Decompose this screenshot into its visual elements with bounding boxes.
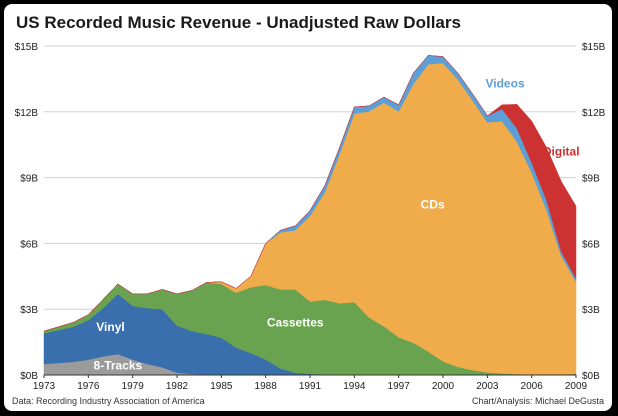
x-tick-label: 2000	[432, 381, 455, 392]
y-tick-label-left: $0B	[20, 371, 38, 382]
x-tick-label: 2009	[565, 381, 588, 392]
x-tick-label: 1973	[33, 381, 56, 392]
y-tick-label-right: $12B	[582, 108, 606, 119]
y-tick-label-left: $9B	[20, 174, 38, 185]
credit-note: Chart/Analysis: Michael DeGusta	[471, 396, 604, 406]
y-tick-label-right: $15B	[582, 42, 606, 53]
y-tick-label-left: $12B	[15, 108, 39, 119]
x-tick-label: 1982	[166, 381, 189, 392]
chart-title: US Recorded Music Revenue - Unadjusted R…	[16, 13, 461, 32]
x-tick-label: 1991	[299, 381, 322, 392]
x-tick-label: 1997	[388, 381, 411, 392]
x-tick-label: 2003	[476, 381, 499, 392]
x-tick-label: 1979	[122, 381, 145, 392]
y-tick-label-left: $3B	[20, 305, 38, 316]
series-label-digital: Digital	[543, 145, 580, 159]
series-label-vinyl: Vinyl	[96, 320, 124, 334]
chart-frame: US Recorded Music Revenue - Unadjusted R…	[4, 4, 612, 411]
y-tick-label-right: $9B	[582, 174, 600, 185]
y-tick-label-right: $3B	[582, 305, 600, 316]
y-tick-label-left: $6B	[20, 239, 38, 250]
x-tick-label: 2006	[521, 381, 544, 392]
series-label-cds: CDs	[421, 197, 445, 211]
x-tick-label: 1985	[210, 381, 233, 392]
x-tick-label: 1994	[343, 381, 366, 392]
series-label-videos: Videos	[485, 77, 524, 91]
series-label-eight-tracks: 8-Tracks	[94, 359, 143, 373]
y-tick-label-right: $6B	[582, 239, 600, 250]
area-digital	[43, 55, 577, 332]
x-tick-label: 1976	[77, 381, 100, 392]
source-note: Data: Recording Industry Association of …	[12, 396, 205, 406]
y-tick-label-left: $15B	[15, 42, 39, 53]
series-label-cassettes: Cassettes	[267, 316, 324, 330]
y-tick-label-right: $0B	[582, 371, 600, 382]
chart-svg: $0B $0B $3B $3B $6B $6B $9B $9B $12B $12B $15B $15B…	[15, 42, 606, 392]
x-tick-label: 1988	[255, 381, 278, 392]
